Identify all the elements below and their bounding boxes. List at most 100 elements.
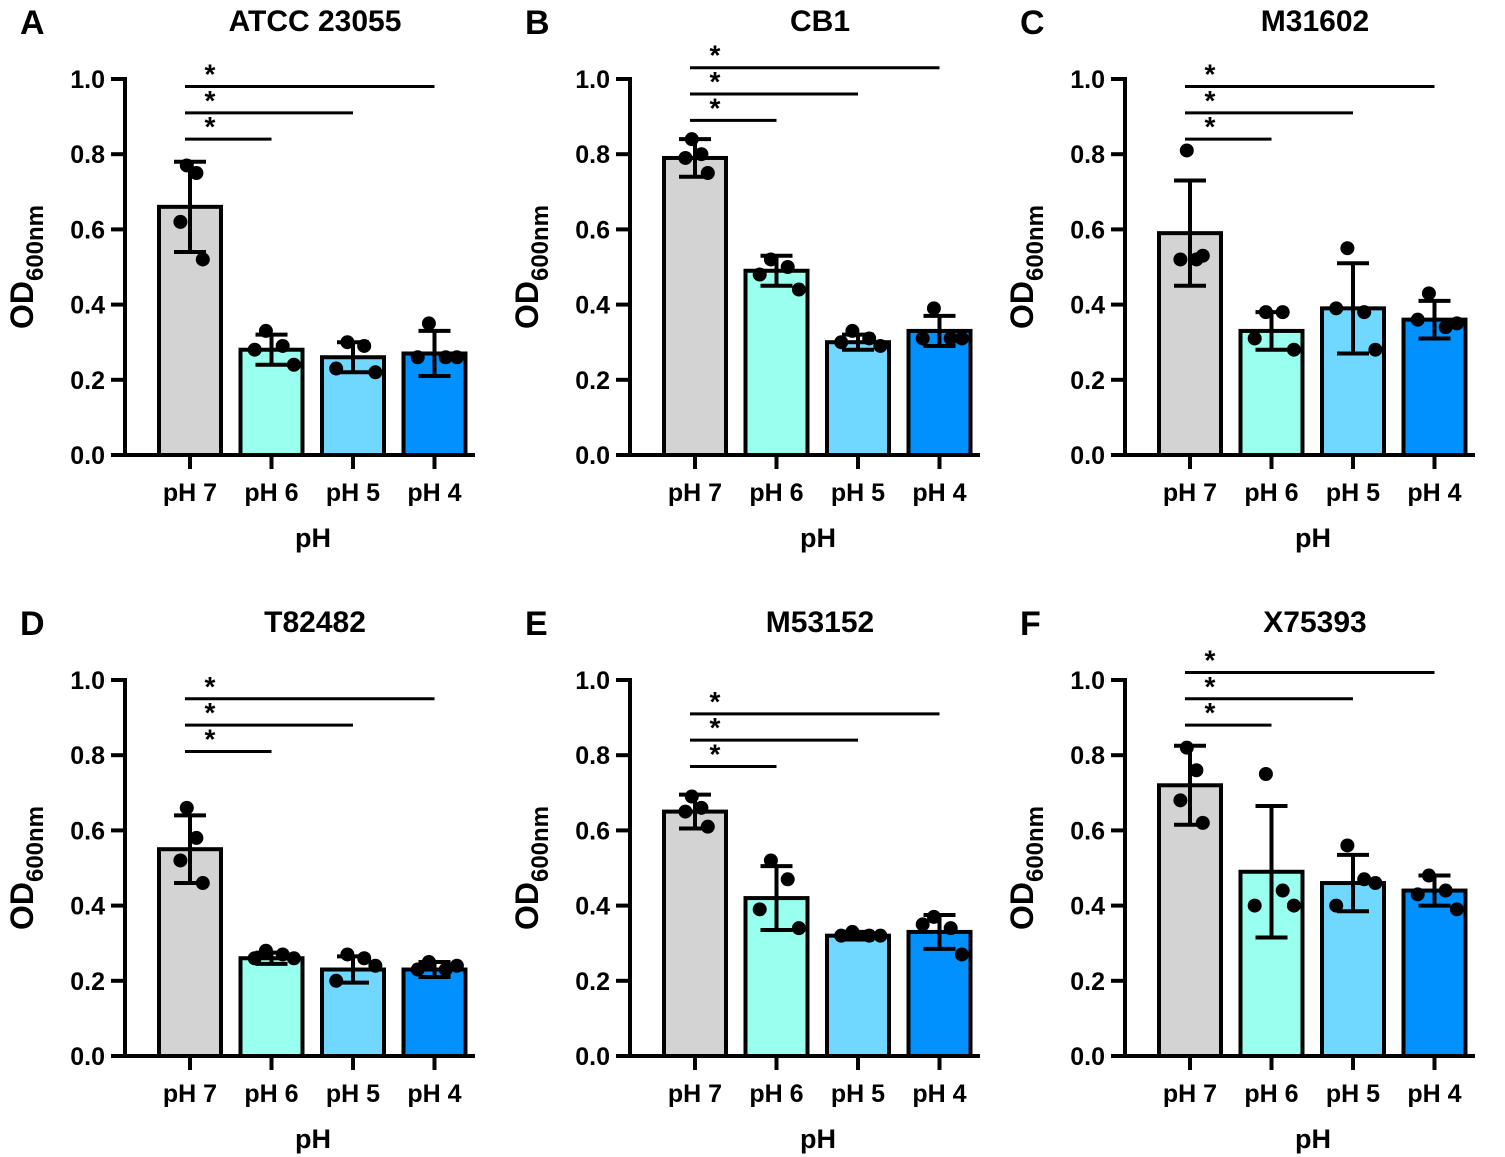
x-tick-label: pH 4 — [407, 479, 461, 507]
chart-title: ATCC 23055 — [229, 5, 402, 38]
data-point — [684, 789, 699, 804]
y-tick-label: 0.0 — [70, 1043, 105, 1071]
x-axis-label: pH — [800, 1124, 836, 1154]
y-tick-label: 1.0 — [1070, 667, 1105, 695]
y-tick-label: 0.2 — [70, 367, 105, 395]
significance-star: * — [1205, 671, 1216, 702]
data-point — [926, 301, 941, 316]
bar — [662, 809, 728, 1058]
y-axis-label-sub: 600nm — [22, 205, 49, 281]
significance-star: * — [1205, 644, 1216, 675]
data-point — [1173, 252, 1188, 267]
y-tick-label: 0.6 — [575, 216, 610, 244]
data-point — [763, 853, 778, 868]
data-point — [438, 962, 453, 977]
significance-star: * — [1205, 85, 1216, 116]
data-point — [1286, 898, 1301, 913]
y-tick-label: 1.0 — [1070, 66, 1105, 94]
data-point — [1329, 898, 1344, 913]
panel-c: C M31602 0.0 0.2 0.4 0.6 0.8 1.0 pH 7 pH 6 pH 5 pH … — [1004, 4, 1475, 553]
data-point — [1195, 815, 1210, 830]
x-tick-label: pH 6 — [1244, 1080, 1298, 1108]
data-point — [1179, 143, 1194, 158]
data-point — [678, 150, 693, 165]
data-point — [357, 338, 372, 353]
x-tick-label: pH 4 — [1407, 479, 1461, 507]
data-point — [915, 331, 930, 346]
chart-title: M31602 — [1261, 5, 1369, 38]
y-axis-label: OD600nm — [1004, 205, 1049, 329]
x-axis-label: pH — [295, 1124, 331, 1154]
x-tick-label: pH 4 — [912, 1080, 966, 1108]
data-point — [1421, 868, 1436, 883]
data-point — [1410, 887, 1425, 902]
y-tick-label: 1.0 — [70, 66, 105, 94]
data-point — [1189, 763, 1204, 778]
y-tick-label: 0.6 — [70, 216, 105, 244]
y-axis-label-main: OD — [1004, 281, 1040, 329]
data-point — [195, 252, 210, 267]
y-tick-label: 0.8 — [575, 141, 610, 169]
significance-star: * — [710, 92, 721, 123]
significance-star: * — [205, 697, 216, 728]
x-tick-label: pH 7 — [1163, 479, 1217, 507]
x-axis-label: pH — [1295, 523, 1331, 553]
data-point — [834, 335, 849, 350]
significance-star: * — [205, 111, 216, 142]
y-tick-label: 0.2 — [575, 968, 610, 996]
bar — [825, 933, 891, 1058]
x-axis-label: pH — [295, 523, 331, 553]
y-tick-label: 0.8 — [1070, 141, 1105, 169]
data-point — [1173, 793, 1188, 808]
y-tick-label: 0.4 — [1070, 292, 1105, 320]
x-tick-label: pH 5 — [1326, 1080, 1380, 1108]
data-point — [763, 252, 778, 267]
data-point — [357, 951, 372, 966]
data-point — [1340, 241, 1355, 256]
data-point — [1329, 301, 1344, 316]
data-point — [943, 331, 958, 346]
data-point — [1449, 902, 1464, 917]
bar — [401, 967, 468, 1059]
significance-star: * — [710, 40, 721, 71]
data-point — [189, 830, 204, 845]
y-tick-label: 0.4 — [575, 893, 610, 921]
panel-d: D T82482 0.0 0.2 0.4 0.6 0.8 1.0 pH 7 pH 6 pH 5 pH … — [4, 605, 475, 1154]
data-point — [1179, 740, 1194, 755]
y-axis-label-sub: 600nm — [1022, 205, 1049, 281]
data-point — [1368, 876, 1383, 891]
bar — [743, 268, 810, 458]
data-point — [1195, 248, 1210, 263]
x-tick-label: pH 5 — [831, 1080, 885, 1108]
data-point — [684, 132, 699, 147]
panel-letter: B — [525, 4, 550, 42]
data-point — [449, 958, 464, 973]
panel-letter: A — [20, 4, 45, 42]
x-tick-label: pH 4 — [407, 1080, 461, 1108]
data-point — [173, 214, 188, 229]
data-point — [421, 316, 436, 331]
y-tick-label: 1.0 — [575, 66, 610, 94]
data-point — [752, 267, 767, 282]
y-axis-label-sub: 600nm — [527, 806, 554, 882]
y-tick-label: 0.0 — [1070, 1043, 1105, 1071]
data-point — [1286, 342, 1301, 357]
x-tick-label: pH 7 — [163, 479, 217, 507]
data-point — [179, 158, 194, 173]
y-tick-label: 0.0 — [575, 442, 610, 470]
data-point — [873, 338, 888, 353]
data-point — [694, 147, 709, 162]
data-point — [915, 917, 930, 932]
y-axis-label-main: OD — [4, 882, 40, 930]
panel-f: F X75393 0.0 0.2 0.4 0.6 0.8 1.0 pH 7 pH 6 pH 5 pH … — [1004, 605, 1475, 1154]
bar — [401, 351, 468, 458]
x-tick-label: pH 5 — [831, 479, 885, 507]
x-tick-label: pH 7 — [668, 1080, 722, 1108]
data-point — [1357, 305, 1372, 320]
y-tick-label: 0.4 — [70, 893, 105, 921]
data-point — [329, 973, 344, 988]
data-point — [1275, 883, 1290, 898]
data-point — [449, 350, 464, 365]
y-axis-label: OD600nm — [4, 806, 49, 930]
data-point — [943, 921, 958, 936]
